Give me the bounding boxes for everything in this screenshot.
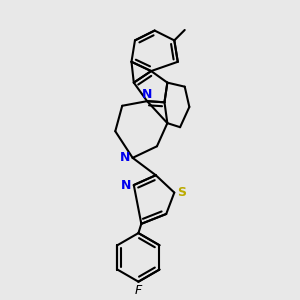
Text: S: S	[177, 186, 186, 199]
Text: N: N	[120, 152, 130, 164]
Text: N: N	[142, 88, 152, 101]
Text: N: N	[121, 178, 131, 192]
Text: F: F	[135, 284, 142, 297]
